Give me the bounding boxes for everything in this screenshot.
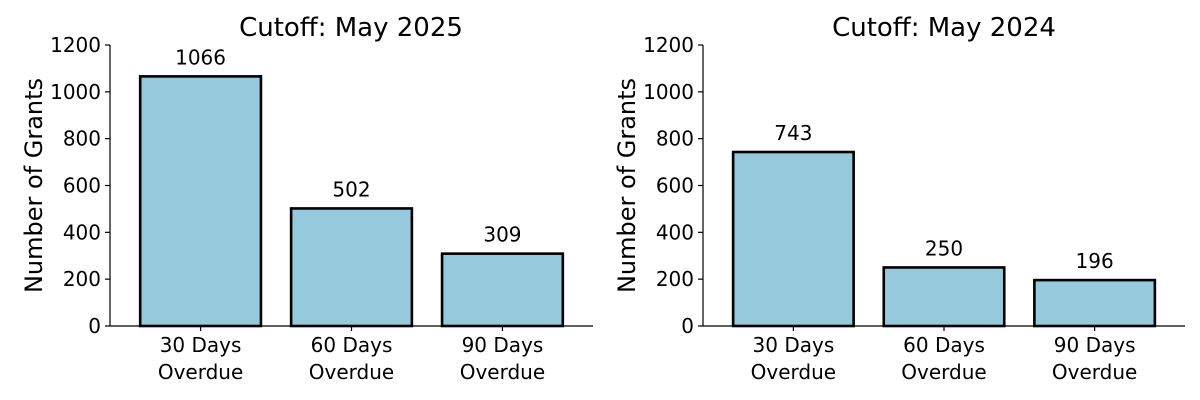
y-tick-label: 200 [656,267,694,291]
y-tick-label: 400 [656,220,694,244]
bar-value-label: 1066 [175,45,226,69]
x-tick-label: Overdue [751,360,836,384]
y-tick-label: 800 [63,127,101,151]
y-tick-label: 600 [656,174,694,198]
y-tick-label: 400 [63,220,101,244]
x-tick-label: Overdue [309,360,394,384]
y-tick-label: 0 [681,314,694,338]
bar [289,207,414,328]
x-tick-label: 90 Days [1054,333,1136,357]
bar [138,75,263,328]
x-tick-label: 60 Days [903,333,985,357]
bar [882,266,1006,328]
y-tick-label: 1200 [643,33,694,57]
chart-title: Cutoff: May 2025 [239,13,463,43]
chart-title: Cutoff: May 2024 [832,13,1056,43]
y-tick-label: 0 [88,314,101,338]
bar-value-label: 309 [483,223,521,247]
bar-value-label: 502 [332,177,370,201]
x-tick-label: 90 Days [462,333,544,357]
x-tick-label: 30 Days [753,333,835,357]
y-tick-label: 200 [63,267,101,291]
bar-value-label: 743 [774,121,812,145]
y-axis-title: Number of Grants [613,78,641,293]
chart-panel-1: Cutoff: May 2025 Number of Grants 1066 30 D… [20,13,593,384]
chart-panel-2: Cutoff: May 2024 Number of Grants 743 30 Da… [613,13,1185,384]
x-tick-label: Overdue [1052,360,1137,384]
x-tick-label: 60 Days [311,333,393,357]
bar-value-label: 250 [925,236,963,260]
x-tick-label: 30 Days [160,333,242,357]
x-tick-label: Overdue [460,360,545,384]
y-tick-label: 1000 [643,80,694,104]
bar [440,252,565,328]
x-tick-label: Overdue [158,360,243,384]
bar [1033,278,1157,328]
y-tick-label: 1200 [50,33,101,57]
y-axis-title: Number of Grants [20,78,48,293]
bar-value-label: 196 [1076,249,1114,273]
x-tick-label: Overdue [901,360,986,384]
y-tick-label: 600 [63,174,101,198]
y-tick-label: 800 [656,127,694,151]
bar [731,150,855,328]
y-tick-label: 1000 [50,80,101,104]
